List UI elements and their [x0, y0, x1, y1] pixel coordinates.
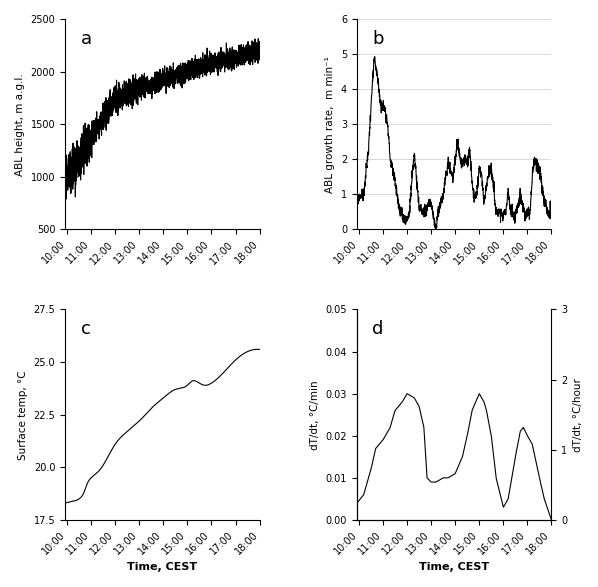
- X-axis label: Time, CEST: Time, CEST: [127, 562, 197, 572]
- Y-axis label: dT/dt, °C/min: dT/dt, °C/min: [310, 380, 320, 450]
- Text: c: c: [81, 320, 90, 338]
- Y-axis label: ABL growth rate,  m min⁻¹: ABL growth rate, m min⁻¹: [325, 56, 335, 193]
- Text: b: b: [373, 29, 384, 48]
- Text: a: a: [81, 29, 91, 48]
- Y-axis label: Surface temp, °C: Surface temp, °C: [18, 370, 28, 460]
- X-axis label: Time, CEST: Time, CEST: [419, 562, 489, 572]
- Y-axis label: ABL height, m a.g.l.: ABL height, m a.g.l.: [15, 73, 25, 176]
- Y-axis label: dT/dt, °C/hour: dT/dt, °C/hour: [573, 378, 583, 451]
- Text: d: d: [373, 320, 384, 338]
